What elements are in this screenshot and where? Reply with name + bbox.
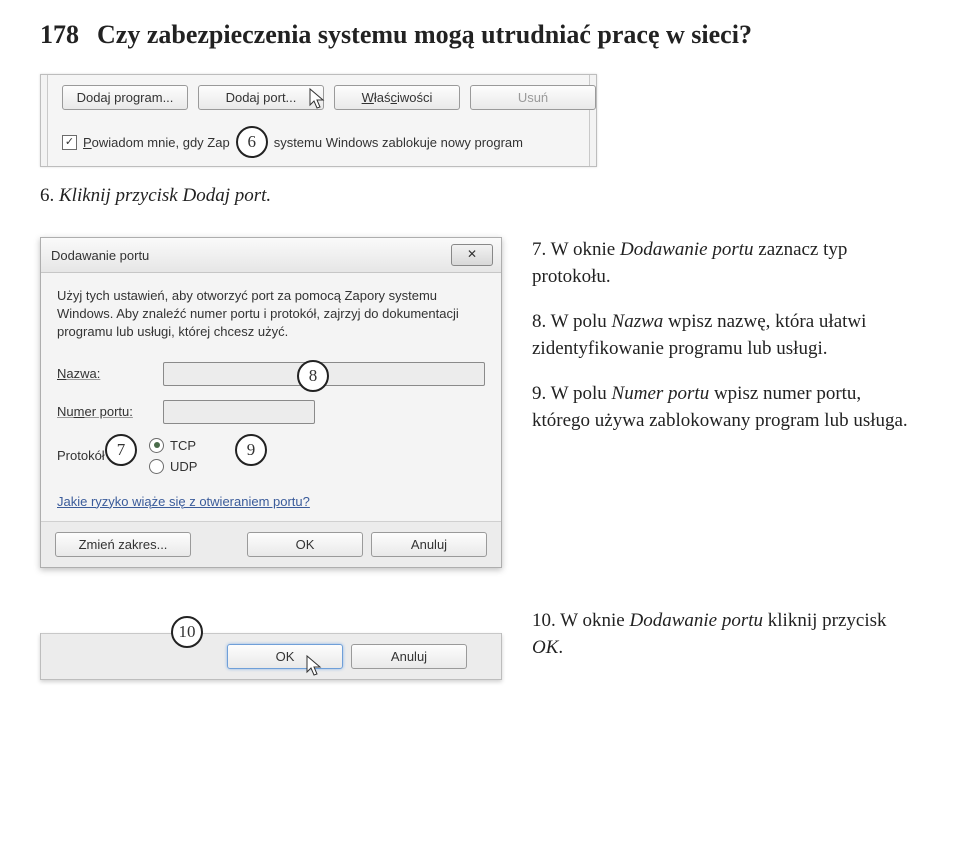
- name-label: Nazwa:: [57, 366, 149, 381]
- notify-checkbox-row[interactable]: ✓ Powiadom mnie, gdy Zap 6 systemu Windo…: [62, 126, 575, 158]
- checkbox-label-part1: Powiadom mnie, gdy Zap: [83, 135, 230, 150]
- port-label: Numer portu:: [57, 404, 149, 419]
- ok-button[interactable]: OK: [247, 532, 363, 557]
- ok-button[interactable]: OK: [227, 644, 343, 669]
- port-input[interactable]: [163, 400, 315, 424]
- change-scope-button[interactable]: Zmień zakres...: [55, 532, 191, 557]
- dialog-footer: Zmień zakres... OK Anuluj: [41, 521, 501, 567]
- delete-button[interactable]: Usuń: [470, 85, 596, 110]
- add-program-button[interactable]: Dodaj program...: [62, 85, 188, 110]
- dialog-footer-fragment: 10 OK Anuluj: [40, 633, 502, 680]
- udp-radio[interactable]: UDP: [149, 459, 197, 474]
- close-icon[interactable]: ✕: [451, 244, 493, 266]
- properties-button[interactable]: Właściwości: [334, 85, 460, 110]
- page-title: Czy zabezpieczenia systemu mogą utrudnia…: [97, 20, 752, 50]
- tcp-radio[interactable]: TCP: [149, 438, 197, 453]
- page-number: 178: [40, 20, 79, 50]
- marker-6: 6: [236, 126, 268, 158]
- risk-link[interactable]: Jakie ryzyko wiąże się z otwieraniem por…: [57, 494, 310, 509]
- instruction-9: 9. W polu Numer portu wpisz numer portu,…: [532, 381, 920, 435]
- cancel-button[interactable]: Anuluj: [351, 644, 467, 669]
- marker-8: 8: [297, 360, 329, 392]
- cancel-button[interactable]: Anuluj: [371, 532, 487, 557]
- add-port-button[interactable]: Dodaj port...: [198, 85, 324, 110]
- checkbox-icon[interactable]: ✓: [62, 135, 77, 150]
- dialog-title: Dodawanie portu: [51, 248, 149, 263]
- marker-9: 9: [235, 434, 267, 466]
- instruction-8: 8. W polu Nazwa wpisz nazwę, która ułatw…: [532, 309, 920, 363]
- radio-icon: [149, 438, 164, 453]
- marker-7: 7: [105, 434, 137, 466]
- instruction-10: 10. W oknie Dodawanie portu kliknij przy…: [532, 608, 920, 680]
- cursor-icon: [310, 91, 328, 113]
- radio-icon: [149, 459, 164, 474]
- dialog-description: Użyj tych ustawień, aby otworzyć port za…: [57, 287, 485, 342]
- marker-10: 10: [171, 616, 203, 648]
- instructions-7-8-9: 7. W oknie Dodawanie portu zaznacz typ p…: [532, 237, 920, 453]
- firewall-settings-fragment: Dodaj program... Dodaj port... Właściwoś…: [40, 74, 597, 167]
- button-row: Dodaj program... Dodaj port... Właściwoś…: [62, 85, 575, 110]
- instruction-6: 6. Kliknij przycisk Dodaj port.: [40, 185, 920, 207]
- checkbox-label-part2: systemu Windows zablokuje nowy program: [274, 135, 523, 150]
- page-header: 178 Czy zabezpieczenia systemu mogą utru…: [40, 20, 920, 50]
- cursor-icon: [307, 658, 325, 680]
- add-port-dialog: Dodawanie portu ✕ Użyj tych ustawień, ab…: [40, 237, 502, 568]
- instruction-7: 7. W oknie Dodawanie portu zaznacz typ p…: [532, 237, 920, 291]
- dialog-titlebar: Dodawanie portu ✕: [41, 238, 501, 273]
